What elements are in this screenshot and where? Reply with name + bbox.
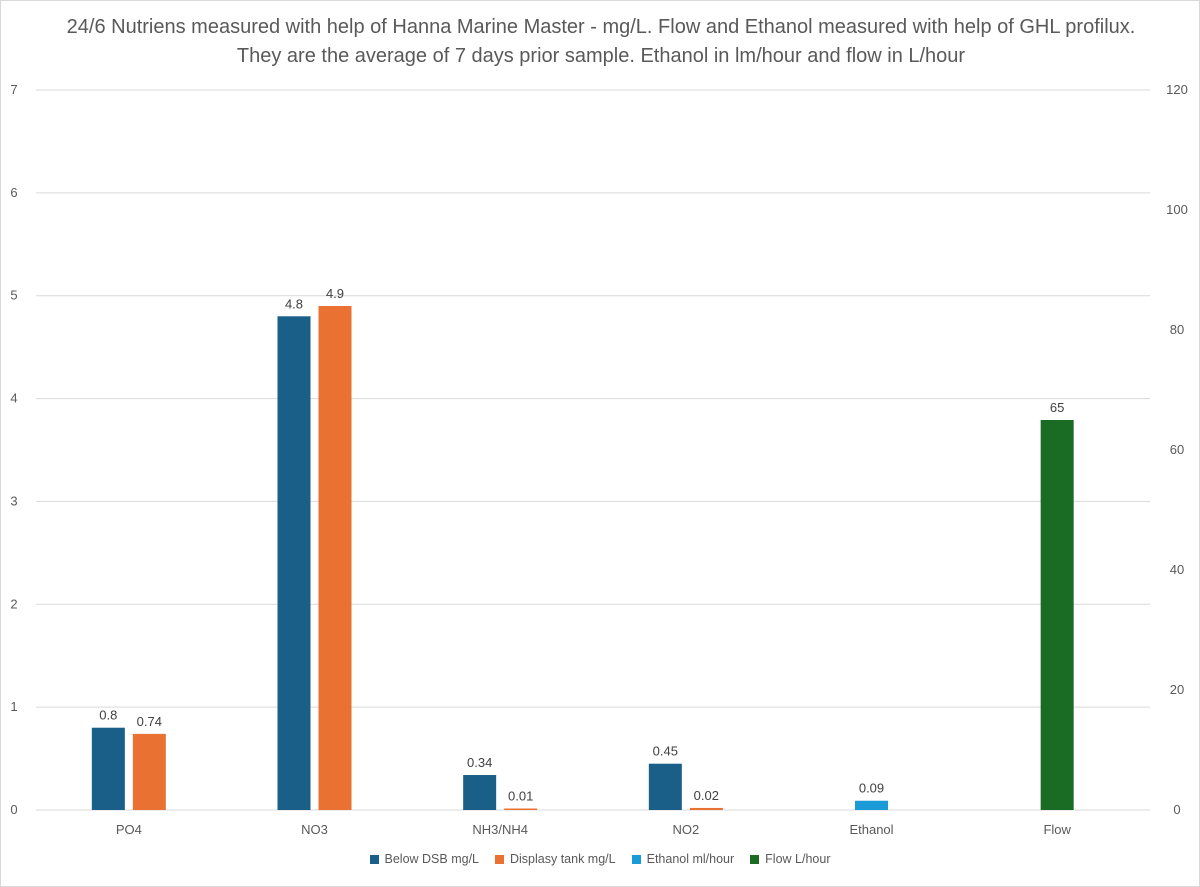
bar: [855, 800, 888, 810]
legend-swatch: [495, 854, 504, 864]
y-left-tick-label: 1: [10, 699, 17, 714]
bar: [463, 775, 497, 810]
y-right-tick-label: 40: [1170, 562, 1184, 577]
bar: [648, 763, 682, 810]
legend-swatch: [369, 854, 379, 864]
x-category-label: NO3: [301, 822, 328, 837]
legend-item: Displasy tank mg/L: [495, 852, 616, 866]
data-label: 0.01: [508, 789, 533, 804]
chart-title: 24/6 Nutriens measured with help of Hann…: [66, 16, 1136, 67]
x-category-label: NH3/NH4: [472, 822, 528, 837]
bar: [132, 733, 166, 810]
y-right-tick-label: 20: [1170, 682, 1184, 697]
legend-item: Below DSB mg/L: [369, 852, 479, 866]
data-label: 0.34: [467, 755, 492, 770]
data-label: 0.09: [859, 781, 884, 796]
y-left-tick-label: 2: [10, 596, 17, 611]
y-left-tick-label: 0: [10, 802, 17, 817]
data-label: 4.9: [326, 286, 344, 301]
legend-swatch: [631, 854, 641, 864]
bar: [277, 316, 311, 810]
y-right-tick-label: 120: [1166, 82, 1188, 97]
y-left-tick-label: 3: [10, 493, 17, 508]
chart-legend: Below DSB mg/L Displasy tank mg/L Ethanol …: [0, 852, 1200, 866]
data-label: 0.8: [99, 708, 117, 723]
x-category-label: NO2: [672, 822, 699, 837]
x-category-label: PO4: [116, 822, 142, 837]
bar: [91, 727, 125, 810]
bar: [504, 808, 538, 810]
y-right-tick-label: 80: [1170, 322, 1184, 337]
data-label: 4.8: [285, 296, 303, 311]
data-label: 0.02: [694, 788, 719, 803]
legend-label: Below DSB mg/L: [384, 852, 479, 866]
legend-swatch: [750, 854, 760, 864]
data-label: 0.45: [653, 744, 678, 759]
data-label: 65: [1050, 400, 1064, 415]
x-category-label: Ethanol: [849, 822, 893, 837]
legend-label: Ethanol ml/hour: [646, 852, 735, 866]
bar: [318, 306, 352, 810]
bar: [689, 807, 723, 810]
y-right-tick-label: 100: [1166, 202, 1188, 217]
legend-item: Ethanol ml/hour: [631, 852, 735, 866]
legend-label: Flow L/hour: [765, 852, 831, 866]
legend-item: Flow L/hour: [750, 852, 830, 866]
bar: [1040, 420, 1074, 810]
y-left-tick-label: 5: [10, 288, 17, 303]
y-left-tick-label: 4: [10, 391, 17, 406]
y-left-tick-label: 6: [10, 185, 17, 200]
y-right-tick-label: 0: [1173, 802, 1180, 817]
data-label: 0.74: [137, 714, 162, 729]
y-left-tick-label: 7: [10, 82, 17, 97]
y-right-tick-label: 60: [1170, 442, 1184, 457]
x-category-label: Flow: [1043, 822, 1071, 837]
legend-label: Displasy tank mg/L: [510, 852, 616, 866]
